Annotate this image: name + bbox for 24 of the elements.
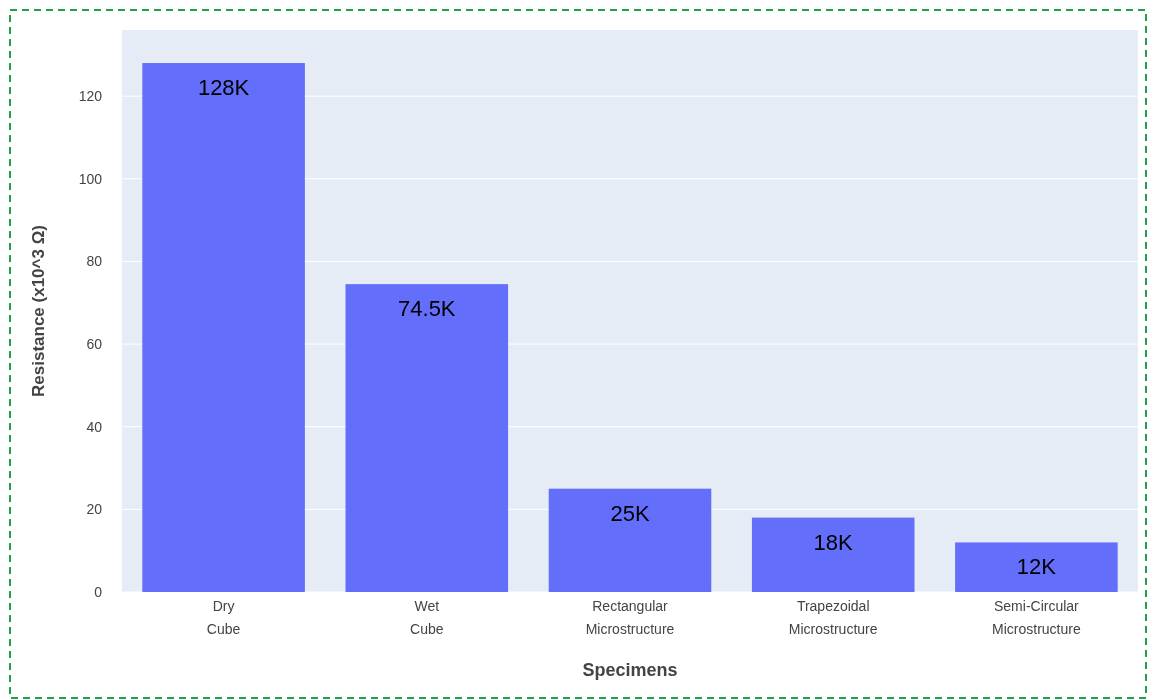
y-tick-label: 60 [86, 336, 103, 353]
bar [955, 542, 1118, 592]
x-axis-title: Specimens [582, 660, 678, 680]
x-tick-label: Trapezoidal Microstructure [788, 598, 878, 637]
y-tick-label: 40 [86, 418, 103, 435]
y-tick-label: 120 [78, 88, 103, 105]
y-tick-label: 20 [86, 501, 103, 518]
x-tick-label: Wet Cube [410, 598, 444, 637]
y-axis-title: Resistance (x10^3 Ω) [29, 225, 48, 397]
bar [142, 63, 305, 592]
bar [345, 284, 509, 592]
y-tick-label: 0 [94, 584, 103, 600]
bar [548, 488, 712, 592]
x-tick-label: Rectangular Microstructure [585, 598, 675, 637]
y-tick-label: 100 [78, 170, 103, 187]
bar [751, 517, 915, 592]
data-label: 18K [813, 529, 854, 555]
data-label: 128K [197, 75, 250, 101]
data-label: 12K [1016, 554, 1057, 580]
x-tick-label: Dry Cube [206, 598, 241, 637]
data-label: 25K [610, 500, 650, 526]
data-label: 74.5K [398, 296, 456, 322]
y-tick-label: 80 [86, 253, 103, 270]
x-tick-label: Semi-Circular Microstructure [992, 598, 1081, 637]
